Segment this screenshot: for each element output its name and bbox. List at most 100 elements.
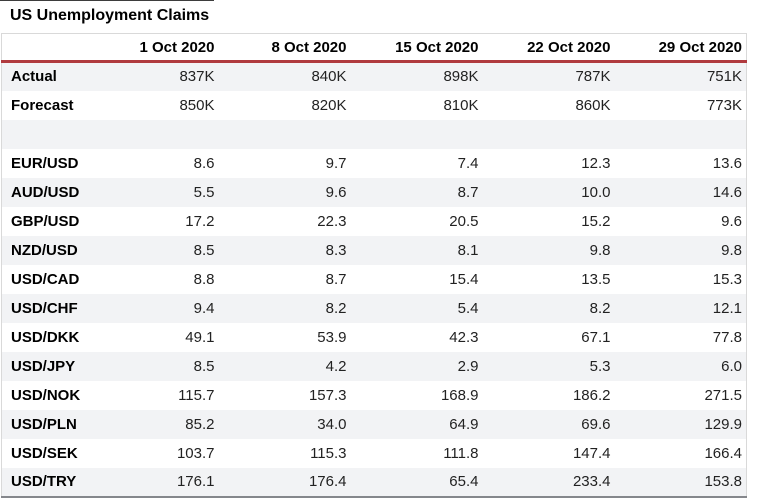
table-cell: 15.4	[449, 270, 479, 288]
table-cell: 820K	[311, 96, 347, 114]
title-bar: US Unemployment Claims	[0, 0, 758, 33]
table-cell: 12.1	[712, 299, 742, 317]
table-cell: 773K	[706, 96, 742, 114]
table-cell: 8.7	[325, 270, 347, 288]
table-cell: 840K	[311, 68, 347, 86]
table-row-usd-sek: USD/SEK 103.7 115.3 111.8 147.4 166.4	[1, 438, 747, 468]
row-label: USD/CAD	[11, 270, 80, 288]
table-cell: 176.4	[308, 473, 347, 490]
table-cell: 271.5	[704, 386, 742, 404]
page-title: US Unemployment Claims	[10, 7, 210, 24]
table-cell: 67.1	[581, 328, 611, 346]
header-cell-date: 22 Oct 2020	[482, 33, 615, 63]
table-cell: 115.3	[310, 444, 347, 462]
table-cell: 22.3	[317, 212, 347, 230]
table-cell	[351, 120, 483, 149]
table-cell	[219, 120, 351, 149]
table-cell: 860K	[575, 96, 611, 114]
table-cell: 9.8	[721, 241, 742, 259]
row-label: USD/DKK	[11, 328, 80, 346]
table-cell: 8.1	[457, 241, 479, 259]
table-cell: 10.0	[581, 183, 611, 201]
table-cell: 153.8	[704, 473, 742, 490]
table-cell	[483, 120, 615, 149]
table-row-usd-chf: USD/CHF 9.4 8.2 5.4 8.2 12.1	[1, 293, 747, 323]
unemployment-claims-table: 1 Oct 2020 8 Oct 2020 15 Oct 2020 22 Oct 20…	[1, 33, 747, 498]
table-row-usd-jpy: USD/JPY 8.5 4.2 2.9 5.3 6.0	[1, 351, 747, 381]
table-cell: 15.3	[712, 270, 742, 288]
table-cell: 233.4	[572, 473, 611, 490]
table-cell: 20.5	[449, 212, 479, 230]
row-label: USD/SEK	[11, 444, 78, 462]
table-cell: 6.0	[721, 357, 742, 375]
row-label: GBP/USD	[11, 212, 80, 230]
table-cell: 65.4	[449, 473, 479, 490]
table-cell: 34.0	[317, 415, 347, 433]
row-label: Forecast	[11, 96, 74, 114]
table-cell: 186.2	[572, 386, 611, 404]
table-cell	[87, 120, 219, 149]
table-row-usd-nok: USD/NOK 115.7 157.3 168.9 186.2 271.5	[1, 380, 747, 410]
table-cell: 9.7	[325, 154, 347, 172]
table-cell: 8.7	[457, 183, 479, 201]
table-cell: 5.4	[457, 299, 479, 317]
table-cell: 147.4	[572, 444, 611, 462]
table-cell: 5.5	[193, 183, 215, 201]
table-cell: 69.6	[581, 415, 611, 433]
table-row-forecast: Forecast 850K 820K 810K 860K 773K	[1, 90, 747, 120]
table-cell: 751K	[706, 68, 742, 86]
table-row-nzd-usd: NZD/USD 8.5 8.3 8.1 9.8 9.8	[1, 235, 747, 265]
table-cell: 111.8	[443, 444, 479, 462]
table-cell: 17.2	[185, 212, 215, 230]
table-cell: 9.6	[721, 212, 742, 230]
row-label: USD/CHF	[11, 299, 78, 317]
table-row-aud-usd: AUD/USD 5.5 9.6 8.7 10.0 14.6	[1, 177, 747, 207]
header-cell-date: 8 Oct 2020	[218, 33, 351, 63]
table-cell: 4.2	[325, 357, 347, 375]
table-cell: 13.5	[581, 270, 611, 288]
top-edge-line	[0, 0, 214, 1]
table-cell: 8.5	[193, 357, 215, 375]
header-cell-date: 29 Oct 2020	[614, 33, 747, 63]
table-row-usd-dkk: USD/DKK 49.1 53.9 42.3 67.1 77.8	[1, 322, 747, 352]
table-cell: 115.7	[178, 386, 215, 404]
table-row-gbp-usd: GBP/USD 17.2 22.3 20.5 15.2 9.6	[1, 206, 747, 236]
table-cell: 168.9	[440, 386, 479, 404]
table-cell: 14.6	[712, 183, 742, 201]
table-row-usd-pln: USD/PLN 85.2 34.0 64.9 69.6 129.9	[1, 409, 747, 439]
table-cell: 13.6	[712, 154, 742, 172]
row-label: EUR/USD	[11, 154, 79, 172]
table-cell: 85.2	[185, 415, 215, 433]
row-label	[2, 120, 87, 149]
table-cell: 9.4	[193, 299, 215, 317]
table-cell: 15.2	[581, 212, 611, 230]
table-cell: 5.3	[589, 357, 611, 375]
table-row-eur-usd: EUR/USD 8.6 9.7 7.4 12.3 13.6	[1, 148, 747, 178]
table-cell: 8.8	[193, 270, 215, 288]
table-cell: 8.6	[193, 154, 215, 172]
table-cell: 9.8	[589, 241, 611, 259]
table-cell: 898K	[443, 68, 479, 86]
header-cell-date: 15 Oct 2020	[350, 33, 483, 63]
row-label: USD/PLN	[11, 415, 77, 433]
table-cell: 9.6	[325, 183, 347, 201]
header-cell-label-column	[1, 33, 87, 63]
table-cell: 8.2	[325, 299, 347, 317]
table-row-actual: Actual 837K 840K 898K 787K 751K	[1, 61, 747, 91]
table-cell: 8.5	[193, 241, 215, 259]
table-cell: 850K	[179, 96, 215, 114]
row-label: USD/JPY	[11, 357, 76, 375]
table-cell: 42.3	[449, 328, 479, 346]
row-label: NZD/USD	[11, 241, 78, 259]
header-row: 1 Oct 2020 8 Oct 2020 15 Oct 2020 22 Oct 20…	[1, 33, 747, 63]
table-cell: 8.3	[325, 241, 347, 259]
table-cell: 166.4	[704, 444, 742, 462]
row-label: USD/NOK	[11, 386, 81, 404]
table-header: 1 Oct 2020 8 Oct 2020 15 Oct 2020 22 Oct 20…	[1, 33, 747, 63]
header-cell-date: 1 Oct 2020	[86, 33, 219, 63]
row-label: AUD/USD	[11, 183, 80, 201]
table-cell	[615, 120, 747, 149]
table-cell: 53.9	[317, 328, 347, 346]
table-cell: 8.2	[589, 299, 611, 317]
row-label: Actual	[11, 68, 57, 86]
